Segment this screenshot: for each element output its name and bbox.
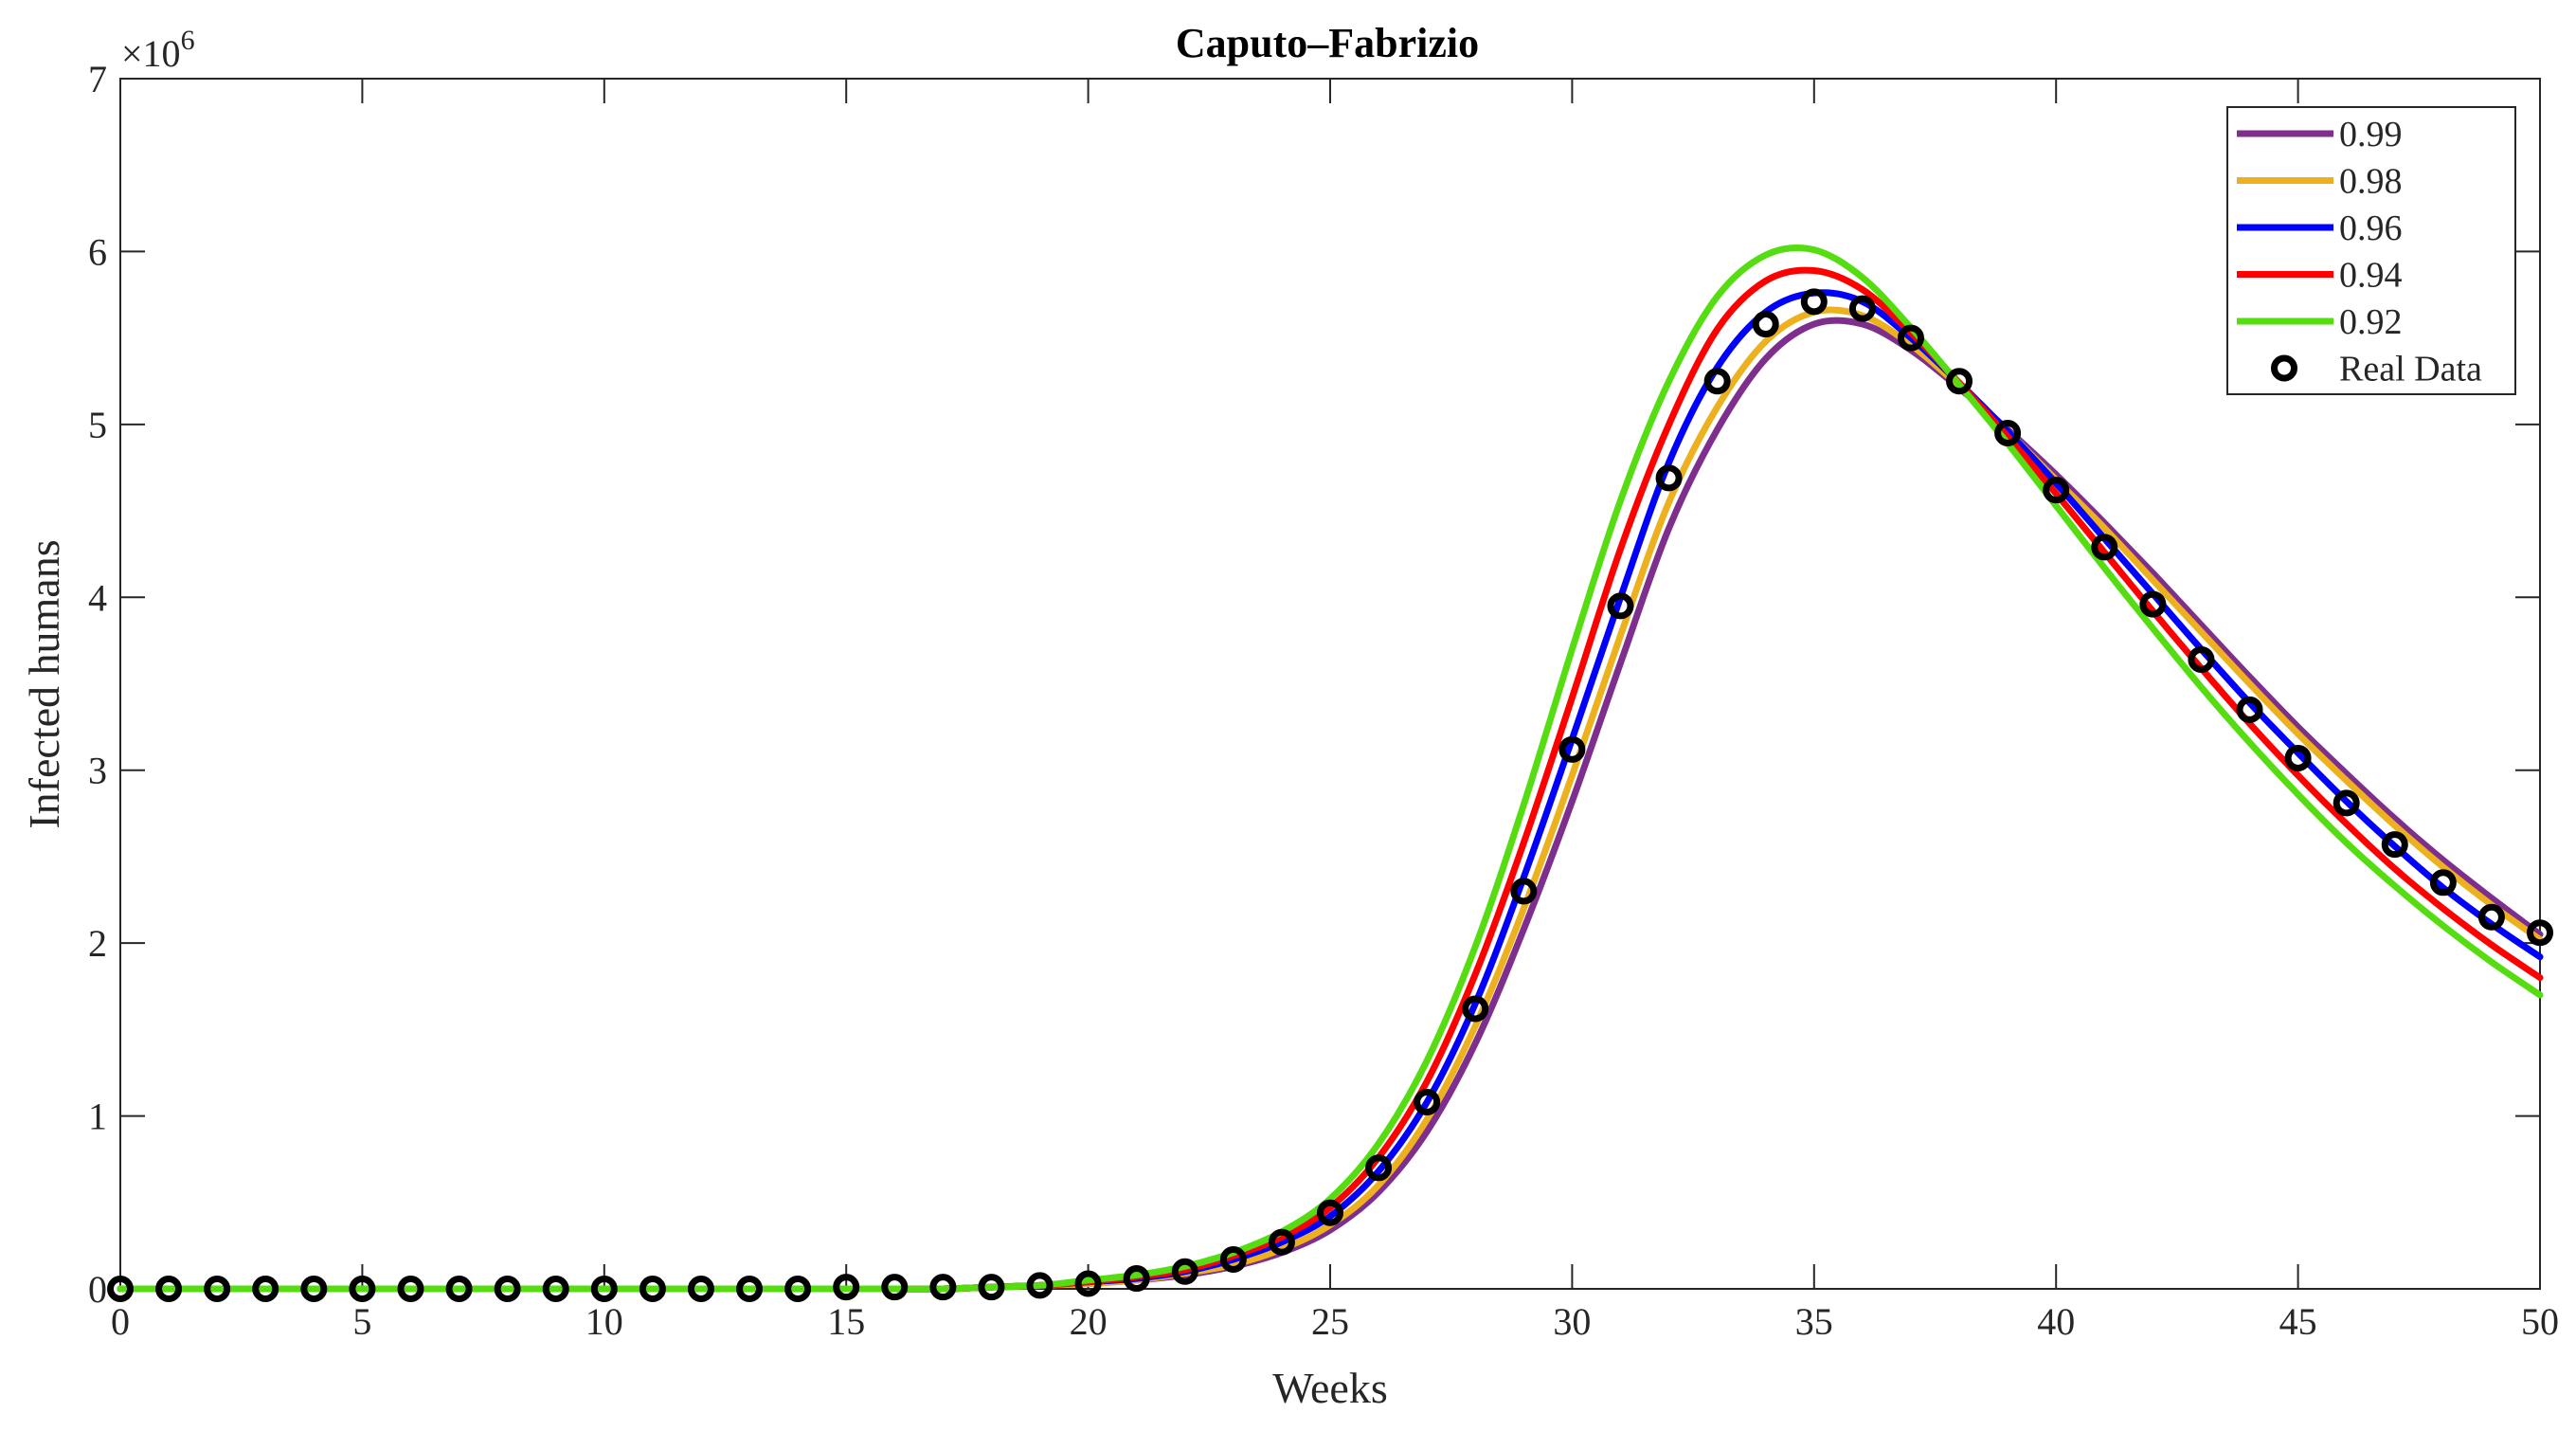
series-line-0.92 bbox=[117, 244, 2544, 1293]
real-data-point bbox=[1848, 295, 1876, 322]
real-data-point bbox=[1462, 995, 1489, 1023]
y-tick-label-6: 6 bbox=[88, 230, 107, 273]
legend-label-0.92: 0.92 bbox=[2339, 302, 2403, 342]
x-tick-label-35: 35 bbox=[1795, 1300, 1833, 1343]
real-data-point bbox=[2188, 645, 2215, 673]
x-tick-label-0: 0 bbox=[111, 1300, 130, 1343]
real-data-point bbox=[1558, 735, 1586, 763]
real-data-point bbox=[1268, 1228, 1295, 1256]
real-data-point bbox=[639, 1276, 666, 1302]
y-axis-exponent: ×106 bbox=[121, 25, 195, 75]
real-data-point bbox=[2333, 789, 2360, 817]
x-tick-label-40: 40 bbox=[2037, 1300, 2075, 1343]
y-axis-label: Infected humans bbox=[20, 539, 68, 828]
real-data-point bbox=[1123, 1265, 1150, 1293]
real-data-point bbox=[1026, 1272, 1054, 1299]
legend: 0.99 0.98 0.96 0.94 0.92 Real Data bbox=[2226, 106, 2516, 395]
real-data-point bbox=[736, 1276, 764, 1302]
real-data-point bbox=[2527, 919, 2553, 947]
real-data-point bbox=[1171, 1258, 1198, 1285]
y-tick-label-3: 3 bbox=[88, 750, 107, 792]
y-tick-label-2: 2 bbox=[88, 922, 107, 965]
real-data-point bbox=[590, 1276, 618, 1302]
real-data-point bbox=[2091, 534, 2118, 561]
real-data-point bbox=[300, 1276, 328, 1302]
real-data-point bbox=[1414, 1088, 1441, 1115]
legend-label-0.94: 0.94 bbox=[2339, 256, 2403, 296]
x-tick-label-20: 20 bbox=[1070, 1300, 1108, 1343]
x-tick-label-10: 10 bbox=[585, 1300, 623, 1343]
legend-label-real-data: Real Data bbox=[2339, 350, 2482, 389]
real-data-point bbox=[1074, 1270, 1102, 1297]
real-data-point bbox=[1317, 1199, 1343, 1226]
real-data-point bbox=[252, 1276, 279, 1302]
real-data-point bbox=[1655, 464, 1683, 492]
real-data-point bbox=[1946, 368, 1973, 395]
real-data-point bbox=[784, 1276, 812, 1302]
x-axis-label: Weeks bbox=[1272, 1364, 1387, 1412]
y-tick-label-4: 4 bbox=[88, 576, 107, 619]
legend-box bbox=[2226, 106, 2516, 395]
real-data-point bbox=[349, 1276, 376, 1302]
real-data-point bbox=[107, 1276, 134, 1302]
real-data-point bbox=[1800, 288, 1828, 316]
x-tick-label-50: 50 bbox=[2521, 1300, 2559, 1343]
real-data-point bbox=[1703, 368, 1731, 395]
legend-label-0.98: 0.98 bbox=[2339, 162, 2403, 202]
real-data-point bbox=[494, 1276, 521, 1302]
y-tick-label-0: 0 bbox=[88, 1268, 107, 1311]
real-data-point bbox=[2139, 590, 2167, 618]
x-tick-label-25: 25 bbox=[1311, 1300, 1349, 1343]
chart-title: Caputo–Fabrizio bbox=[1176, 20, 1479, 66]
real-data-point bbox=[881, 1274, 909, 1301]
real-data-point bbox=[1994, 419, 2022, 446]
real-data-point bbox=[1510, 878, 1538, 905]
real-data-point bbox=[687, 1276, 714, 1302]
plot-area bbox=[119, 78, 2541, 1290]
y-tick-label-7: 7 bbox=[88, 58, 107, 100]
real-data-point bbox=[1219, 1245, 1247, 1273]
real-data-point bbox=[2236, 696, 2263, 723]
real-data-point bbox=[2429, 869, 2457, 897]
real-data-point bbox=[2477, 903, 2505, 931]
y-tick-label-1: 1 bbox=[88, 1096, 107, 1138]
real-data-point bbox=[2284, 744, 2312, 771]
real-data-point bbox=[1365, 1154, 1393, 1182]
real-data-point bbox=[833, 1274, 860, 1301]
y-axis-exponent-base: ×10 bbox=[121, 32, 181, 75]
real-data-point bbox=[1607, 592, 1634, 620]
y-axis-exponent-power: 6 bbox=[181, 25, 195, 56]
real-data-points bbox=[107, 288, 2553, 1302]
y-tick-label-5: 5 bbox=[88, 404, 107, 446]
real-data-point bbox=[2043, 477, 2070, 504]
x-tick-label-5: 5 bbox=[352, 1300, 371, 1343]
real-data-point bbox=[1897, 324, 1924, 352]
real-data-point bbox=[929, 1274, 957, 1301]
legend-label-0.99: 0.99 bbox=[2339, 115, 2403, 154]
real-data-point bbox=[2381, 831, 2408, 859]
legend-marker-real-data bbox=[2271, 354, 2297, 382]
x-tick-label-15: 15 bbox=[827, 1300, 865, 1343]
real-data-point bbox=[204, 1276, 231, 1302]
real-data-point bbox=[542, 1276, 569, 1302]
real-data-point bbox=[1752, 311, 1779, 338]
real-data-point bbox=[155, 1276, 183, 1302]
x-tick-label-30: 30 bbox=[1553, 1300, 1591, 1343]
real-data-point bbox=[397, 1276, 424, 1302]
legend-label-0.96: 0.96 bbox=[2339, 208, 2403, 248]
x-tick-label-45: 45 bbox=[2279, 1300, 2317, 1343]
real-data-point bbox=[978, 1274, 1005, 1301]
real-data-point bbox=[445, 1276, 473, 1302]
